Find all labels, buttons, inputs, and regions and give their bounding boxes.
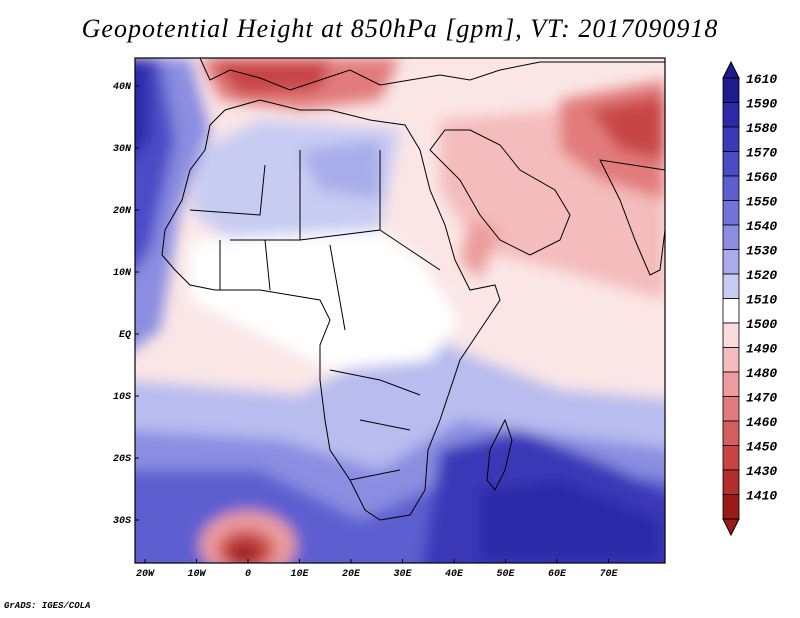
- colorbar-label: 1590: [746, 97, 777, 112]
- credit-label: GrADS: IGES/COLA: [4, 601, 91, 611]
- lat-tick-label: EQ: [119, 330, 131, 341]
- lon-tick-label: 20W: [136, 569, 155, 580]
- colorbar-swatch: [722, 273, 740, 299]
- border-2: [299, 150, 441, 331]
- colorbar-swatch: [722, 494, 740, 520]
- colorbar-label: 1510: [746, 293, 777, 308]
- lon-tick-label: 10W: [187, 569, 206, 580]
- colorbar-swatch: [722, 445, 740, 471]
- africa-coastline: [161, 99, 501, 521]
- colorbar-label: 1460: [746, 415, 777, 430]
- colorbar-swatch: [722, 77, 740, 103]
- lat-tick-label: 40N: [113, 82, 132, 93]
- lat-tick-label: 10N: [113, 268, 132, 279]
- colorbar-swatch: [722, 224, 740, 250]
- colorbar-swatch: [722, 102, 740, 128]
- madagascar-coast: [486, 418, 513, 491]
- colorbar-swatch: [722, 151, 740, 177]
- colorbar-label: 1610: [746, 72, 777, 87]
- colorbar-label: 1490: [746, 342, 777, 357]
- colorbar-label: 1540: [746, 219, 777, 234]
- colorbar-swatch: [722, 175, 740, 201]
- colorbar-label: 1470: [746, 391, 777, 406]
- lat-tick-label: 10S: [113, 392, 131, 403]
- colorbar-top-arrow: [722, 60, 740, 79]
- lat-tick-label: 30S: [113, 516, 131, 527]
- lon-tick-label: 30E: [393, 569, 412, 580]
- height-field: [135, 58, 665, 563]
- colorbar-swatch: [722, 420, 740, 446]
- lat-tick-label: 20S: [113, 454, 131, 465]
- lon-tick-label: 70E: [599, 569, 618, 580]
- colorbar-label: 1480: [746, 366, 777, 381]
- colorbar-label: 1560: [746, 170, 777, 185]
- lon-tick-label: 60E: [548, 569, 567, 580]
- colorbar-label: 1550: [746, 195, 777, 210]
- colorbar-label: 1530: [746, 244, 777, 259]
- india-coast: [599, 159, 665, 276]
- map-frame: [134, 57, 666, 564]
- colorbar-bottom-arrow: [722, 518, 740, 537]
- colorbar-swatch: [722, 396, 740, 422]
- colorbar-swatch: [722, 371, 740, 397]
- colorbar-label: 1410: [746, 489, 777, 504]
- lon-tick-label: 40E: [445, 569, 464, 580]
- colorbar-swatch: [722, 200, 740, 226]
- lat-tick-label: 30N: [113, 144, 132, 155]
- colorbar-swatch: [722, 126, 740, 152]
- colorbar-swatch: [722, 322, 740, 348]
- lon-tick-label: 0: [245, 569, 251, 580]
- colorbar-label: 1570: [746, 146, 777, 161]
- border-4: [189, 164, 271, 291]
- colorbar-label: 1430: [746, 464, 777, 479]
- colorbar-swatch: [722, 249, 740, 275]
- coastlines: [161, 58, 665, 521]
- lon-tick-label: 10E: [290, 569, 309, 580]
- arabia-coast: [429, 129, 571, 256]
- latitude-axis: 40N 30N 20N 10N EQ 10S 20S 30S: [113, 82, 139, 527]
- colorbar-label: 1500: [746, 317, 777, 332]
- colorbar: 1610 1590 1580 1570 1560 1550 1540 1530 1520 1510…: [722, 60, 777, 537]
- colorbar-label: 1450: [746, 440, 777, 455]
- border-3: [329, 369, 421, 481]
- lon-tick-label: 20E: [342, 569, 361, 580]
- colorbar-swatch: [722, 469, 740, 495]
- colorbar-label: 1580: [746, 121, 777, 136]
- europe-coast: [199, 58, 665, 91]
- lon-tick-label: 50E: [496, 569, 515, 580]
- chart-title: Geopotential Height at 850hPa [gpm], VT:…: [81, 14, 719, 43]
- colorbar-label: 1520: [746, 268, 777, 283]
- longitude-axis: 20W 10W 0 10E 20E 30E 40E 50E 60E 70E: [136, 559, 618, 580]
- colorbar-swatch: [722, 347, 740, 373]
- colorbar-swatch: [722, 298, 740, 324]
- lat-tick-label: 20N: [113, 206, 132, 217]
